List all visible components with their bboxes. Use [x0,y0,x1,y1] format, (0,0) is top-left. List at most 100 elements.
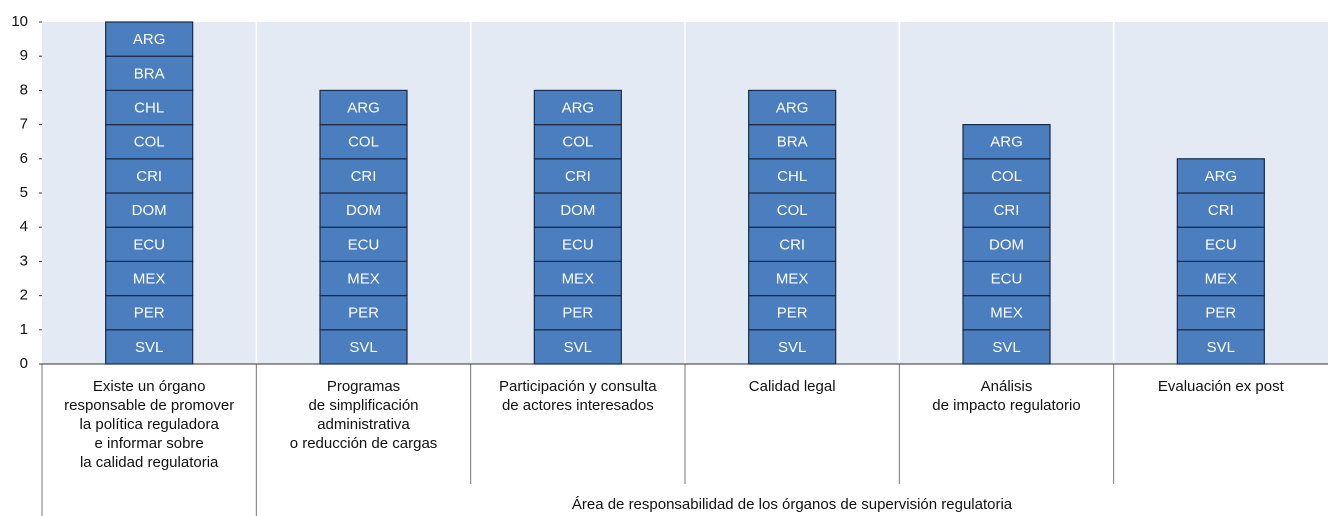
block-label: ECU [133,236,165,253]
block-label: PER [562,305,593,322]
block-label: BRA [777,134,808,151]
block [105,226,194,262]
block-label: DOM [346,202,381,219]
block-label: CRI [136,168,162,185]
block [319,329,408,365]
block-label: MEX [133,270,166,287]
block [1176,329,1265,365]
block-label: CHL [134,99,164,116]
block-label: SVL [778,339,806,356]
block-label: MEX [990,305,1023,322]
block [105,21,194,57]
block-label: COL [777,202,808,219]
x-tick-label: e informar sobre [95,435,204,452]
block-label: COL [134,134,165,151]
block [319,123,408,160]
block [319,89,408,126]
x-axis-label: Área de responsabilidad de los órganos d… [572,496,1013,513]
block [748,89,837,126]
y-tick-label: 6 [20,150,28,167]
block-label: COL [348,134,379,151]
block-label: SVL [564,339,592,356]
block-label: MEX [1205,270,1238,287]
block-label: CRI [351,168,377,185]
block [105,192,194,228]
block [533,295,622,331]
x-tick-label: la política reguladora [80,416,220,433]
block [962,329,1051,365]
x-tick-label: la calidad regulatoria [80,454,219,471]
block-label: ARG [347,99,380,116]
block-label: ARG [990,134,1023,151]
y-tick-label: 0 [20,355,28,372]
block-label: PER [134,305,165,322]
y-tick-label: 3 [20,252,28,269]
y-tick-label: 8 [20,81,28,98]
block-label: CRI [565,168,591,185]
block [105,260,194,297]
block [533,158,622,194]
block [105,55,194,92]
block [105,158,194,194]
block-label: SVL [992,339,1020,356]
block-label: MEX [347,270,380,287]
block-label: CRI [1208,202,1234,219]
block [748,158,837,194]
block [319,260,408,297]
block [962,123,1051,160]
x-tick-label: administrativa [317,416,410,433]
block-label: ECU [348,236,380,253]
block [1176,295,1265,331]
block [748,260,837,297]
block [1176,192,1265,228]
block-label: DOM [132,202,167,219]
block-label: ARG [133,31,166,48]
block-label: CRI [994,202,1020,219]
y-tick-label: 1 [20,321,28,338]
y-tick-label: 4 [20,218,28,235]
block [748,295,837,331]
block-label: SVL [135,339,163,356]
block-label: MEX [562,270,595,287]
y-tick-label: 7 [20,116,28,133]
block [105,295,194,331]
block-label: CHL [777,168,807,185]
block [319,192,408,228]
block-label: ECU [1205,236,1237,253]
block [1176,260,1265,297]
x-tick-label: Evaluación ex post [1158,378,1285,395]
block-label: CRI [779,236,805,253]
block [533,329,622,365]
block-label: ARG [562,99,595,116]
y-tick-label: 9 [20,47,28,64]
y-tick-label: 2 [20,287,28,304]
block [533,226,622,262]
x-tick-label: responsable de promover [64,397,234,414]
block-label: ECU [991,270,1023,287]
block [1176,158,1265,194]
block [319,226,408,262]
x-tick-label: Programas [327,378,400,395]
block-label: COL [991,168,1022,185]
block-label: DOM [560,202,595,219]
x-tick-label: o reducción de cargas [290,435,438,452]
y-tick-label: 5 [20,184,28,201]
block [962,295,1051,331]
block [962,192,1051,228]
block [533,260,622,297]
block-label: ARG [1205,168,1238,185]
block [105,329,194,365]
block-label: BRA [134,65,165,82]
x-tick-label: Calidad legal [749,378,836,395]
block-label: PER [777,305,808,322]
x-tick-label: Existe un órgano [93,378,206,395]
x-tick-label: Análisis [981,378,1033,395]
block [105,123,194,160]
block [533,192,622,228]
x-tick-label: Participación y consulta [499,378,657,395]
x-tick-label: de simplificación [308,397,418,414]
x-tick-label: de impacto regulatorio [932,397,1080,414]
x-tick-label: de actores interesados [502,397,654,414]
block [533,89,622,126]
